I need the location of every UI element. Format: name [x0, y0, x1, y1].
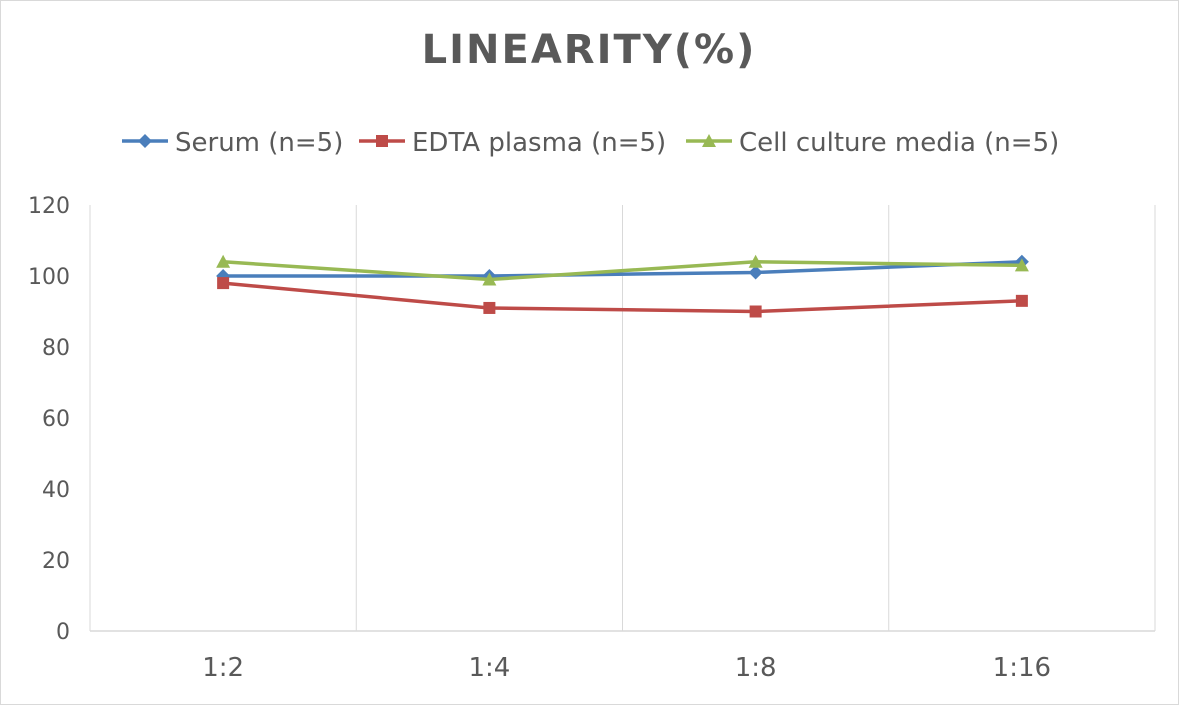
legend-label: Cell culture media (n=5)	[739, 128, 1059, 158]
series-cell	[216, 254, 1029, 286]
y-tick-label: 20	[42, 549, 70, 574]
gridlines	[89, 205, 1156, 632]
legend-item: EDTA plasma (n=5)	[359, 128, 666, 158]
triangle-marker	[748, 254, 763, 268]
series-line	[222, 281, 1022, 314]
legend: Serum (n=5) EDTA plasma (n=5) Cell culture…	[122, 128, 1059, 158]
square-marker	[1015, 294, 1028, 307]
x-tick-label: 1:16	[993, 653, 1051, 683]
y-tick-label: 120	[28, 194, 70, 219]
x-axis-ticks: 1:2 1:4 1:8 1:16	[202, 653, 1051, 683]
legend-label: Serum (n=5)	[175, 128, 343, 158]
x-tick-label: 1:4	[468, 653, 510, 683]
diamond-marker	[138, 134, 152, 148]
series-edta	[217, 277, 1028, 318]
legend-label: EDTA plasma (n=5)	[412, 128, 666, 158]
triangle-marker	[482, 272, 497, 286]
series-line	[223, 260, 1022, 278]
y-axis-ticks: 0 20 40 60 80 100 120	[28, 194, 70, 645]
legend-item: Cell culture media (n=5)	[686, 128, 1059, 158]
series-line	[223, 260, 1022, 282]
legend-item: Serum (n=5)	[122, 128, 343, 158]
y-tick-label: 60	[42, 407, 70, 432]
chart-title: LINEARITY(%)	[422, 27, 757, 73]
series-group	[216, 254, 1029, 318]
y-tick-label: 0	[56, 620, 70, 645]
x-tick-label: 1:8	[735, 653, 777, 683]
y-tick-label: 100	[28, 265, 70, 290]
y-tick-label: 80	[42, 336, 70, 361]
square-marker	[376, 135, 388, 147]
square-marker	[217, 277, 230, 290]
triangle-marker	[702, 134, 716, 147]
triangle-marker	[216, 254, 231, 268]
y-tick-label: 40	[42, 478, 70, 503]
square-marker	[749, 305, 762, 318]
triangle-marker	[1014, 258, 1029, 272]
x-tick-label: 1:2	[202, 653, 244, 683]
diamond-marker	[748, 265, 763, 280]
square-marker	[483, 301, 496, 314]
